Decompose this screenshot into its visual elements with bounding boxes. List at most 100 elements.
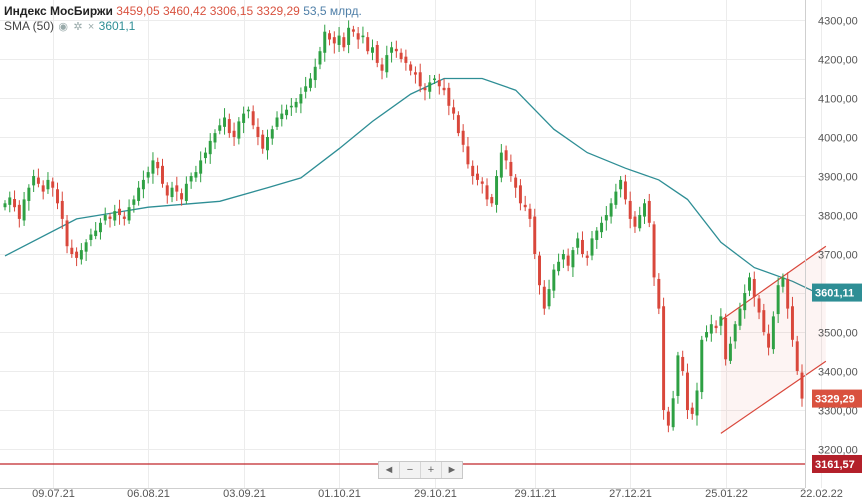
candle[interactable] [32, 169, 36, 192]
candle[interactable] [323, 24, 327, 62]
candle[interactable] [757, 294, 761, 320]
candle[interactable] [433, 74, 437, 84]
candle[interactable] [724, 313, 728, 366]
candle[interactable] [394, 40, 398, 58]
candle[interactable] [132, 195, 136, 213]
candle[interactable] [103, 207, 107, 225]
eye-icon[interactable]: ◉ [58, 21, 68, 33]
candle[interactable] [776, 277, 780, 324]
candle[interactable] [475, 165, 479, 186]
candle[interactable] [60, 191, 64, 230]
candle[interactable] [347, 20, 351, 54]
candle[interactable] [690, 402, 694, 420]
candle[interactable] [227, 113, 231, 138]
candle[interactable] [738, 302, 742, 331]
candle[interactable] [141, 170, 145, 199]
candle[interactable] [108, 213, 112, 228]
candle[interactable] [480, 177, 484, 194]
candle[interactable] [337, 27, 341, 52]
candle[interactable] [75, 247, 79, 267]
candle[interactable] [332, 31, 336, 54]
candle[interactable] [280, 104, 284, 127]
candle[interactable] [685, 363, 689, 419]
scroll-left-button[interactable]: ◄ [379, 462, 400, 478]
candle[interactable] [514, 174, 518, 198]
candle[interactable] [218, 118, 222, 135]
candle[interactable] [113, 204, 117, 226]
candle[interactable] [79, 243, 83, 265]
candle[interactable] [404, 49, 408, 71]
candle[interactable] [795, 335, 799, 375]
candle[interactable] [223, 108, 227, 135]
candle[interactable] [203, 147, 207, 164]
candle[interactable] [705, 325, 709, 342]
candle[interactable] [356, 27, 360, 49]
candle[interactable] [666, 406, 670, 433]
candle[interactable] [657, 273, 661, 315]
candle[interactable] [423, 83, 427, 101]
candle[interactable] [456, 111, 460, 137]
candle[interactable] [94, 222, 98, 240]
candle[interactable] [46, 172, 50, 194]
candle[interactable] [351, 25, 355, 37]
candle[interactable] [194, 165, 198, 182]
candle[interactable] [180, 188, 184, 206]
candle[interactable] [51, 177, 55, 197]
candle[interactable] [752, 271, 756, 307]
candle[interactable] [41, 180, 45, 200]
candle[interactable] [452, 99, 456, 120]
gear-icon[interactable]: ✲ [73, 21, 83, 33]
candle[interactable] [213, 129, 217, 150]
candle[interactable] [781, 273, 785, 293]
candle[interactable] [533, 208, 537, 260]
candle[interactable] [122, 211, 126, 226]
candle[interactable] [609, 198, 613, 224]
candle[interactable] [409, 61, 413, 76]
candle[interactable] [189, 172, 193, 189]
candle[interactable] [156, 157, 160, 176]
candle[interactable] [199, 151, 203, 183]
candle[interactable] [56, 182, 59, 210]
candle[interactable] [499, 144, 503, 183]
candle[interactable] [208, 133, 212, 164]
candle[interactable] [709, 314, 713, 342]
candle[interactable] [175, 176, 179, 201]
candle[interactable] [270, 125, 274, 145]
candle[interactable] [170, 181, 174, 203]
candle[interactable] [184, 176, 188, 205]
candle[interactable] [490, 193, 494, 207]
candle[interactable] [728, 336, 732, 364]
candle[interactable] [246, 106, 250, 119]
candle[interactable] [151, 152, 155, 184]
candle[interactable] [127, 199, 131, 224]
candle[interactable] [17, 200, 21, 228]
candle[interactable] [647, 193, 651, 228]
candle[interactable] [146, 166, 150, 184]
candle[interactable] [442, 78, 446, 96]
candle[interactable] [614, 183, 618, 209]
candle[interactable] [137, 181, 141, 206]
candle[interactable] [118, 199, 122, 225]
candle[interactable] [528, 203, 532, 228]
candle[interactable] [161, 158, 164, 188]
zoom-in-button[interactable]: + [421, 462, 442, 478]
candle[interactable] [342, 32, 346, 52]
candle[interactable] [242, 106, 246, 134]
candle[interactable] [571, 246, 575, 278]
candle[interactable] [743, 284, 747, 319]
candle[interactable] [662, 297, 666, 420]
candle[interactable] [165, 182, 169, 204]
candle[interactable] [595, 227, 599, 249]
candle[interactable] [232, 122, 236, 146]
candle[interactable] [89, 228, 93, 247]
candle[interactable] [762, 303, 766, 336]
candle[interactable] [748, 272, 751, 297]
candle[interactable] [504, 145, 508, 170]
close-icon[interactable]: × [87, 21, 95, 33]
candle[interactable] [604, 206, 608, 231]
candle[interactable] [790, 296, 794, 347]
candle[interactable] [8, 191, 12, 213]
candle[interactable] [580, 231, 584, 258]
candle[interactable] [36, 168, 40, 188]
